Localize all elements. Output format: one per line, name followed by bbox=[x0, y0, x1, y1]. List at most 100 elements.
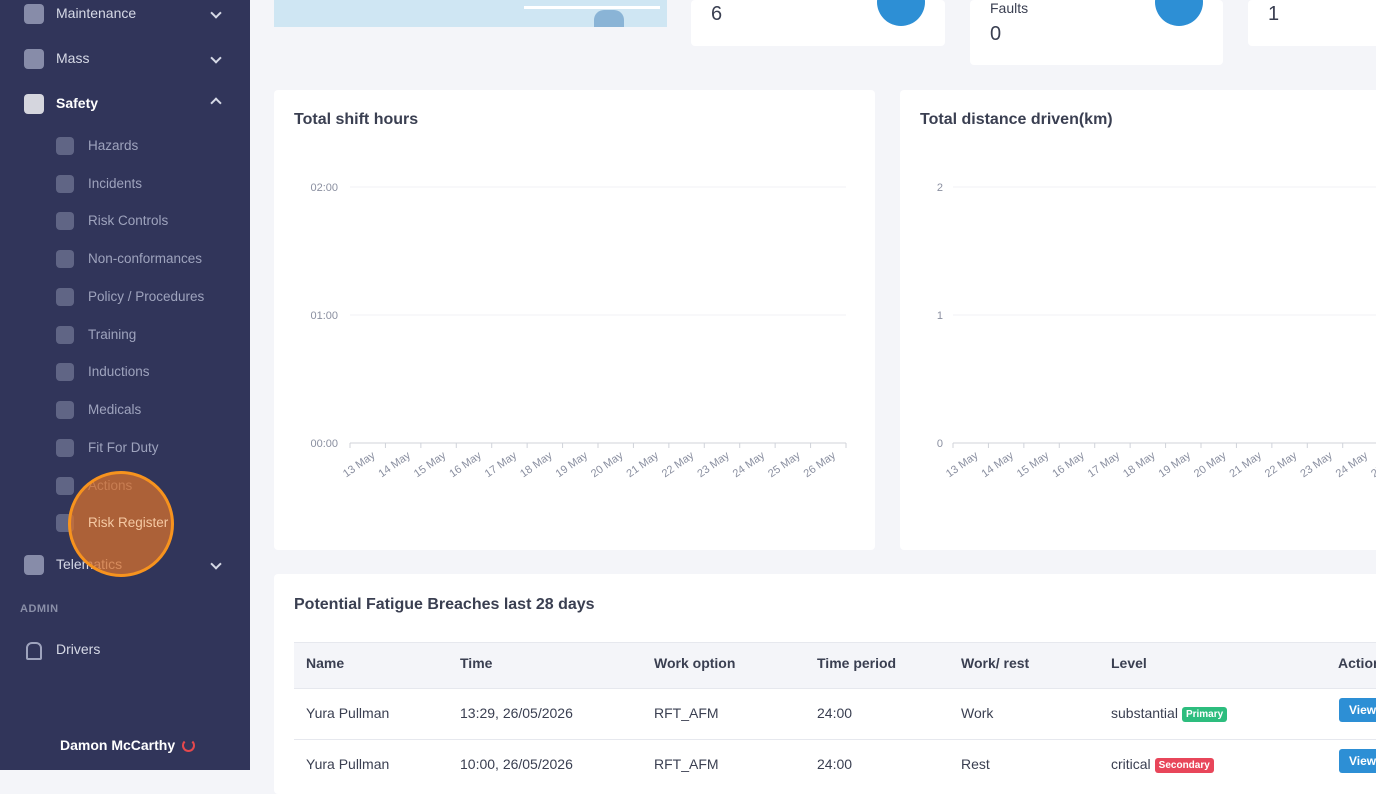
y-tick-label: 0 bbox=[937, 438, 943, 450]
cell: Work bbox=[961, 705, 994, 721]
cell: 24:00 bbox=[817, 705, 853, 721]
submenu-item[interactable]: Inductions bbox=[88, 364, 150, 379]
submenu-item[interactable]: Policy / Procedures bbox=[88, 289, 205, 304]
chart-card: Total shift hours 00:00 01:00 02:00 13 May 14… bbox=[274, 90, 875, 550]
x-tick-label: 14 May bbox=[376, 449, 413, 480]
menu-item[interactable]: Mass bbox=[56, 50, 90, 66]
submenu-item[interactable]: Risk Register bbox=[88, 515, 169, 530]
menu-icon bbox=[56, 175, 74, 193]
sidebar: Maintenance Mass Safety Hazards Incidents Ris… bbox=[0, 0, 250, 770]
cell: RFT_AFM bbox=[654, 756, 719, 772]
level: substantial bbox=[1111, 705, 1178, 721]
user-icon bbox=[26, 642, 42, 660]
submenu-item[interactable]: Fit For Duty bbox=[88, 440, 159, 455]
chart-card: Total distance driven(km) 0 1 2 13 May 14 May… bbox=[900, 90, 1376, 550]
x-tick-label: 26 May bbox=[802, 449, 839, 480]
x-tick-label: 25 May bbox=[766, 449, 803, 480]
menu-icon bbox=[56, 477, 74, 495]
cell: substantial Primary bbox=[1111, 705, 1228, 722]
y-tick-label: 2 bbox=[937, 182, 943, 194]
x-tick-label: 20 May bbox=[1192, 449, 1229, 480]
logout-icon[interactable] bbox=[182, 739, 195, 752]
submenu-item[interactable]: Incidents bbox=[88, 176, 143, 191]
submenu-item[interactable]: Medicals bbox=[88, 402, 142, 417]
column-header: Work/ rest bbox=[961, 655, 1030, 671]
table-title: Potential Fatigue Breaches last 28 days bbox=[294, 596, 595, 613]
stat-card: 1 bbox=[1248, 0, 1376, 46]
cell: 10:00, 26/05/2026 bbox=[460, 756, 573, 772]
bell-icon bbox=[877, 0, 925, 26]
menu-icon bbox=[56, 326, 74, 344]
x-tick-label: 22 May bbox=[660, 449, 697, 480]
level: critical bbox=[1111, 756, 1151, 772]
banner-figure bbox=[594, 10, 624, 27]
menu-icon bbox=[24, 4, 44, 24]
stat-card: 6 bbox=[691, 0, 945, 46]
x-tick-label: 13 May bbox=[341, 449, 378, 480]
x-tick-label: 19 May bbox=[1157, 449, 1194, 480]
cell: Yura Pullman bbox=[306, 756, 390, 772]
x-tick-label: 23 May bbox=[1298, 449, 1335, 480]
x-tick-label: 25 May bbox=[1369, 449, 1376, 480]
x-tick-label: 15 May bbox=[412, 449, 449, 480]
menu-item[interactable]: Safety bbox=[56, 95, 99, 111]
column-header: Name bbox=[306, 655, 345, 671]
y-tick-label: 01:00 bbox=[310, 310, 338, 322]
bell-icon bbox=[1155, 0, 1203, 26]
submenu-item[interactable]: Hazards bbox=[88, 138, 139, 153]
cell: Rest bbox=[961, 756, 990, 772]
x-tick-label: 16 May bbox=[1050, 449, 1087, 480]
submenu-item[interactable]: Risk Controls bbox=[88, 213, 169, 228]
x-tick-label: 22 May bbox=[1263, 449, 1300, 480]
column-header: Time bbox=[460, 655, 493, 671]
x-tick-label: 20 May bbox=[589, 449, 626, 480]
banner bbox=[274, 0, 667, 27]
x-tick-label: 16 May bbox=[447, 449, 484, 480]
stat-value: 0 bbox=[990, 23, 1002, 45]
x-tick-label: 24 May bbox=[1334, 449, 1371, 480]
x-tick-label: 18 May bbox=[518, 449, 555, 480]
menu-icon bbox=[56, 439, 74, 457]
column-header: Action bbox=[1338, 655, 1376, 671]
cell: RFT_AFM bbox=[654, 705, 719, 721]
menu-icon bbox=[24, 555, 44, 575]
y-tick-label: 1 bbox=[937, 310, 943, 322]
menu-item[interactable]: Maintenance bbox=[56, 5, 137, 21]
submenu-item[interactable]: Non-conformances bbox=[88, 251, 203, 266]
menu-icon bbox=[56, 288, 74, 306]
view-button[interactable]: View bbox=[1339, 749, 1376, 773]
highlight bbox=[68, 471, 174, 577]
x-tick-label: 14 May bbox=[979, 449, 1016, 480]
menu-item[interactable]: Drivers bbox=[56, 641, 101, 657]
x-tick-label: 15 May bbox=[1015, 449, 1052, 480]
y-tick-label: 00:00 bbox=[310, 438, 338, 450]
x-tick-label: 24 May bbox=[731, 449, 768, 480]
x-tick-label: 23 May bbox=[695, 449, 732, 480]
stat-value: 1 bbox=[1268, 3, 1280, 25]
table-header-bg bbox=[294, 642, 1376, 689]
menu-icon bbox=[56, 401, 74, 419]
submenu-item[interactable]: Training bbox=[88, 327, 137, 342]
menu-icon bbox=[56, 212, 74, 230]
cell: 13:29, 26/05/2026 bbox=[460, 705, 573, 721]
column-header: Time period bbox=[817, 655, 897, 671]
menu-icon bbox=[24, 94, 44, 114]
stat-label: Faults bbox=[990, 0, 1029, 16]
view-button[interactable]: View bbox=[1339, 698, 1376, 722]
column-header: Level bbox=[1111, 655, 1147, 671]
main: 6 Faults 0 1 Total shift hours 00:00 01:00 02:0… bbox=[274, 0, 1376, 794]
section-label: ADMIN bbox=[20, 603, 59, 615]
menu-icon bbox=[56, 250, 74, 268]
x-tick-label: 19 May bbox=[554, 449, 591, 480]
menu-icon bbox=[24, 49, 44, 69]
column-header: Work option bbox=[654, 655, 736, 671]
row-divider bbox=[294, 739, 1376, 740]
stat-value: 6 bbox=[711, 3, 723, 25]
menu-icon bbox=[56, 363, 74, 381]
cell: Yura Pullman bbox=[306, 705, 390, 721]
cell: 24:00 bbox=[817, 756, 853, 772]
y-tick-label: 02:00 bbox=[310, 182, 338, 194]
